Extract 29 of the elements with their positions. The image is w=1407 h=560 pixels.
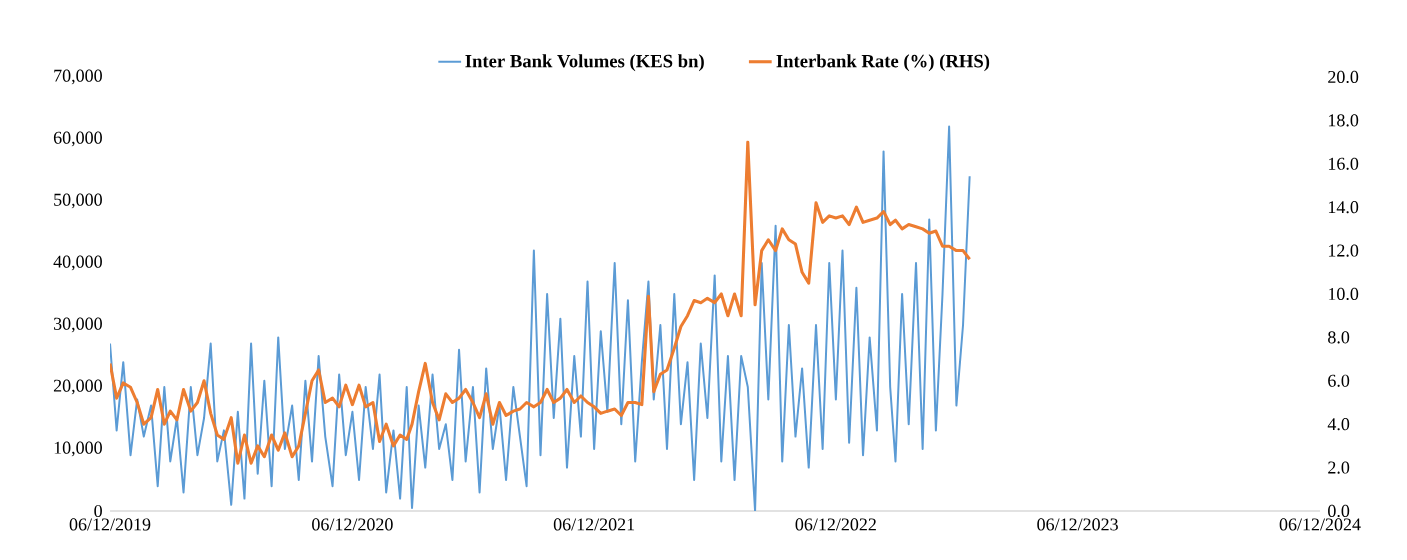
y-tick-label: 50,000 [54, 193, 102, 209]
y2-tick-label: 2.0 [1328, 461, 1350, 474]
legend-label: Inter Bank Volumes (KES bn) [465, 54, 704, 72]
y2-tick-label: 8.0 [1328, 331, 1350, 344]
x-tick-label: 06/12/2020 [312, 518, 393, 531]
y2-tick-label: 6.0 [1328, 374, 1350, 387]
x-tick-label: 06/12/2023 [1037, 518, 1118, 531]
y2-tick-label: 0.0 [1328, 504, 1350, 518]
line-series [110, 125, 971, 511]
legend-label: Interbank Rate (%) (RHS) [776, 54, 990, 72]
x-tick-label: 06/12/2021 [553, 518, 635, 531]
y-tick-label: 40,000 [53, 255, 102, 271]
y-tick-label: 20,000 [53, 379, 102, 395]
y2-tick-label: 12.0 [1328, 244, 1359, 257]
line-series [110, 140, 972, 465]
y-tick-label: 70,000 [54, 69, 102, 85]
y-tick-label: 0 [94, 504, 102, 518]
x-tick-label: 06/12/2024 [1279, 518, 1361, 531]
y2-tick-label: 20.0 [1328, 70, 1359, 84]
y-tick-label: 30,000 [53, 317, 102, 333]
y2-tick-label: 16.0 [1328, 157, 1359, 170]
x-tick-label: 06/12/2019 [69, 518, 151, 531]
y-tick-label: 10,000 [54, 441, 102, 457]
y2-tick-label: 10.0 [1328, 287, 1359, 301]
y2-tick-label: 14.0 [1328, 201, 1359, 214]
y2-tick-label: 4.0 [1327, 418, 1350, 431]
y2-tick-label: 18.0 [1328, 114, 1359, 127]
y-tick-label: 60,000 [53, 131, 102, 147]
x-tick-label: 06/12/2022 [795, 518, 876, 531]
